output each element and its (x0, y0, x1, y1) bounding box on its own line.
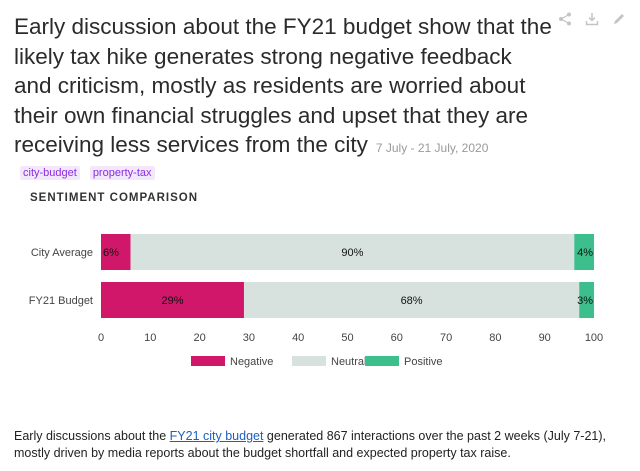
bar-fy21-budget-negative (101, 282, 244, 318)
x-tick-label-40: 40 (292, 332, 304, 344)
download-icon[interactable] (585, 12, 599, 26)
x-tick-label-50: 50 (341, 332, 353, 344)
category-label-fy21-budget: FY21 Budget (29, 295, 93, 307)
chart-title: SENTIMENT COMPARISON (30, 192, 199, 204)
data-label-fy21-budget-positive: 3% (577, 295, 593, 307)
tag-property-tax[interactable]: property-tax (89, 166, 155, 180)
x-tick-label-60: 60 (391, 332, 403, 344)
bar-fy21-budget-neutral (243, 282, 580, 318)
date-range: 7 July - 21 July, 2020 (375, 141, 489, 155)
legend-swatch-positive (365, 356, 399, 366)
bar-fy21-budget-positive (579, 282, 594, 318)
tag-city-budget[interactable]: city-budget (20, 166, 80, 180)
bar-city-average-neutral (130, 234, 575, 270)
legend-label-negative: Negative (230, 356, 273, 368)
data-label-fy21-budget-negative: 29% (161, 295, 183, 307)
legend-label-neutral: Neutral (331, 356, 366, 368)
bar-city-average-positive (574, 234, 594, 270)
data-label-city-average-neutral: 90% (341, 247, 363, 259)
insight-headline: Early discussion about the FY21 budget s… (14, 12, 554, 164)
insight-summary: Early discussions about the FY21 city bu… (14, 428, 624, 462)
legend-label-positive: Positive (404, 356, 443, 368)
x-tick-label-10: 10 (144, 332, 156, 344)
legend-swatch-negative (191, 356, 225, 366)
x-tick-label-80: 80 (489, 332, 501, 344)
category-label-city-average: City Average (31, 247, 93, 259)
data-label-fy21-budget-neutral: 68% (401, 295, 423, 307)
x-tick-label-90: 90 (539, 332, 551, 344)
share-icon[interactable] (558, 12, 572, 26)
sentiment-comparison-chart: City Average 6% 90% 4% FY21 Budget 29% 68% 3% 0 1… (29, 234, 603, 368)
data-label-city-average-positive: 4% (577, 247, 593, 259)
x-tick-label-70: 70 (440, 332, 452, 344)
summary-rest: generated 867 interactions over the past… (14, 429, 607, 460)
x-tick-label-20: 20 (193, 332, 205, 344)
pencil-icon[interactable] (612, 12, 626, 26)
card-toolbar (558, 12, 626, 26)
headline-text: Early discussion about the FY21 budget s… (14, 14, 552, 157)
x-tick-label-100: 100 (585, 332, 603, 344)
tag-list: city-budget property-tax (20, 166, 155, 180)
x-tick-label-30: 30 (243, 332, 255, 344)
legend-swatch-neutral (292, 356, 326, 366)
data-label-city-average-negative: 6% (103, 247, 119, 259)
x-tick-label-0: 0 (98, 332, 104, 344)
summary-lead: Early discussions about the (14, 429, 170, 443)
fy21-budget-link[interactable]: FY21 city budget (169, 429, 264, 443)
bar-city-average-negative (101, 234, 131, 270)
